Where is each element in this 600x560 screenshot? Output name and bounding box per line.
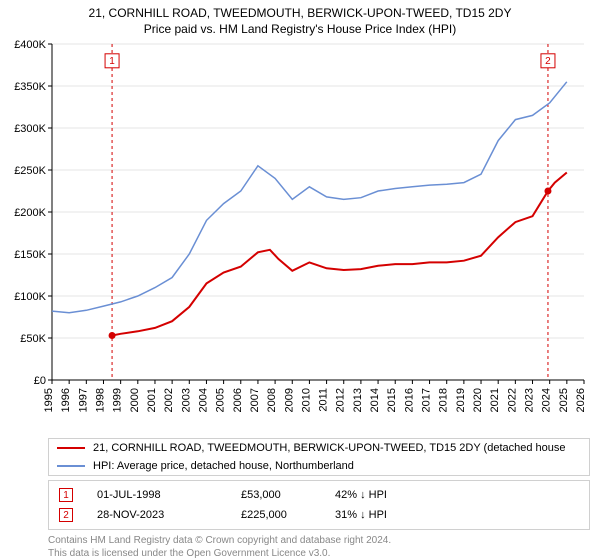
- x-tick-label: 1995: [43, 388, 55, 412]
- x-tick-label: 2000: [129, 388, 141, 412]
- page-title: 21, CORNHILL ROAD, TWEEDMOUTH, BERWICK-U…: [10, 6, 590, 20]
- chart-svg: £0 £50K £100K £150K £200K £250K £300K £350K £400…: [10, 38, 590, 434]
- legend-swatch: [57, 465, 85, 467]
- attribution-line: Contains HM Land Registry data © Crown c…: [48, 534, 590, 547]
- x-tick-label: 2007: [249, 388, 261, 412]
- x-tick-label: 2026: [575, 388, 587, 412]
- y-tick-label: £200K: [14, 207, 46, 219]
- attribution-line: This data is licensed under the Open Gov…: [48, 547, 590, 560]
- y-tick-label: £300K: [14, 123, 46, 135]
- legend-swatch: [57, 447, 85, 449]
- x-tick-label: 2006: [232, 388, 244, 412]
- series-dot: [544, 188, 551, 195]
- x-tick-label: 1997: [77, 388, 89, 412]
- x-tick-label: 2008: [266, 388, 278, 412]
- x-tick-label: 1999: [112, 388, 124, 412]
- legend-item: HPI: Average price, detached house, Nort…: [49, 457, 589, 475]
- series-dot: [109, 332, 116, 339]
- marker-badge: 1: [59, 488, 73, 502]
- x-tick-label: 2010: [300, 388, 312, 412]
- x-tick-label: 2009: [283, 388, 295, 412]
- chart-marker: 1: [105, 54, 119, 68]
- x-tick-label: 2021: [489, 388, 501, 412]
- y-tick-label: £350K: [14, 81, 46, 93]
- x-tick-label: 2025: [558, 388, 570, 412]
- marker-pct: 42% ↓ HPI: [335, 489, 405, 501]
- x-tick-label: 2003: [180, 388, 192, 412]
- x-tick-label: 2018: [438, 388, 450, 412]
- marker-date: 01-JUL-1998: [97, 489, 217, 501]
- x-tick-label: 2016: [403, 388, 415, 412]
- x-tick-label: 2020: [472, 388, 484, 412]
- y-tick-label: £150K: [14, 249, 46, 261]
- marker-price: £225,000: [241, 509, 311, 521]
- y-tick-label: £250K: [14, 165, 46, 177]
- x-tick-label: 2005: [215, 388, 227, 412]
- x-tick-label: 2004: [197, 388, 209, 412]
- x-tick-label: 2012: [335, 388, 347, 412]
- x-tick-label: 2024: [541, 388, 553, 412]
- x-tick-label: 2013: [352, 388, 364, 412]
- legend-label: HPI: Average price, detached house, Nort…: [93, 460, 354, 472]
- y-tick-label: £50K: [20, 333, 46, 345]
- x-tick-label: 2001: [146, 388, 158, 412]
- legend-label: 21, CORNHILL ROAD, TWEEDMOUTH, BERWICK-U…: [93, 442, 566, 454]
- x-tick-label: 2017: [421, 388, 433, 412]
- marker-date: 28-NOV-2023: [97, 509, 217, 521]
- x-tick-label: 2019: [455, 388, 467, 412]
- y-tick-label: £0: [34, 375, 46, 387]
- x-tick-label: 2022: [506, 388, 518, 412]
- marker-pct: 31% ↓ HPI: [335, 509, 405, 521]
- y-tick-label: £100K: [14, 291, 46, 303]
- legend-item: 21, CORNHILL ROAD, TWEEDMOUTH, BERWICK-U…: [49, 439, 589, 457]
- y-tick-label: £400K: [14, 39, 46, 51]
- x-tick-label: 2023: [524, 388, 536, 412]
- svg-text:2: 2: [545, 56, 551, 67]
- marker-price: £53,000: [241, 489, 311, 501]
- x-tick-label: 2015: [386, 388, 398, 412]
- x-tick-label: 2002: [163, 388, 175, 412]
- marker-row: 2 28-NOV-2023 £225,000 31% ↓ HPI: [49, 505, 589, 525]
- chart-marker: 2: [541, 54, 555, 68]
- svg-text:1: 1: [109, 56, 115, 67]
- attribution: Contains HM Land Registry data © Crown c…: [48, 534, 590, 560]
- marker-table: 1 01-JUL-1998 £53,000 42% ↓ HPI 2 28-NOV-2023…: [48, 480, 590, 530]
- marker-row: 1 01-JUL-1998 £53,000 42% ↓ HPI: [49, 485, 589, 505]
- page-subtitle: Price paid vs. HM Land Registry's House …: [10, 22, 590, 36]
- marker-badge: 2: [59, 508, 73, 522]
- x-tick-label: 2011: [318, 388, 330, 412]
- x-tick-label: 1998: [94, 388, 106, 412]
- x-tick-label: 2014: [369, 388, 381, 412]
- price-chart: £0 £50K £100K £150K £200K £250K £300K £350K £400…: [10, 38, 590, 434]
- legend: 21, CORNHILL ROAD, TWEEDMOUTH, BERWICK-U…: [48, 438, 590, 476]
- x-tick-label: 1996: [60, 388, 72, 412]
